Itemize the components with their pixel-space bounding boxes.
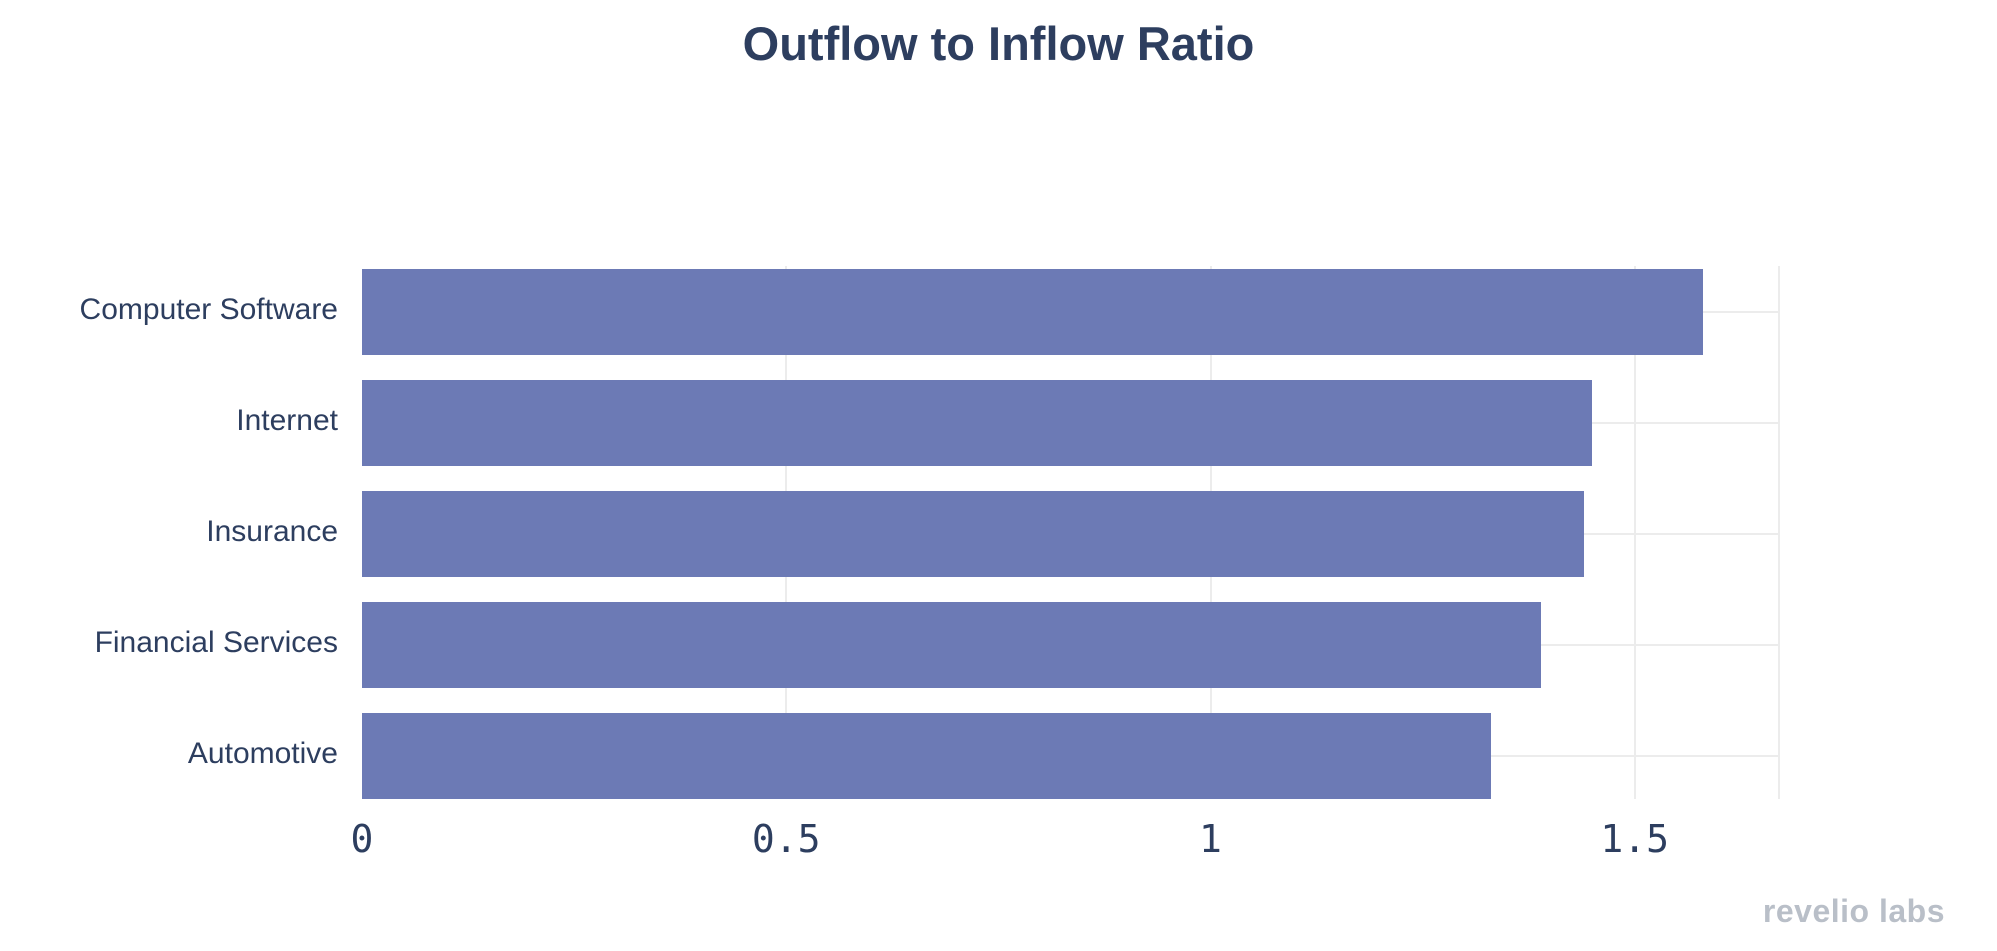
category-label: Automotive bbox=[187, 737, 338, 770]
bar-internet bbox=[362, 380, 1593, 466]
x-tick-label: 1 bbox=[1199, 817, 1222, 861]
category-label: Internet bbox=[236, 404, 338, 437]
bar-automotive bbox=[362, 713, 1491, 799]
bar-financial-services bbox=[362, 602, 1542, 688]
bar-insurance bbox=[362, 491, 1584, 577]
gridline-vertical bbox=[1778, 266, 1780, 799]
category-label: Computer Software bbox=[79, 293, 338, 326]
x-tick-label: 1.5 bbox=[1600, 817, 1670, 861]
category-label: Financial Services bbox=[94, 626, 338, 659]
x-tick-label: 0 bbox=[350, 817, 374, 861]
revelio-labs-logo: revelio labs bbox=[1762, 893, 1945, 929]
bar-computer-software bbox=[362, 269, 1703, 355]
x-tick-label: 0.5 bbox=[751, 817, 821, 861]
chart-title: Outflow to Inflow Ratio bbox=[742, 17, 1255, 70]
gridline-vertical bbox=[1633, 266, 1636, 799]
category-label: Insurance bbox=[206, 515, 338, 548]
